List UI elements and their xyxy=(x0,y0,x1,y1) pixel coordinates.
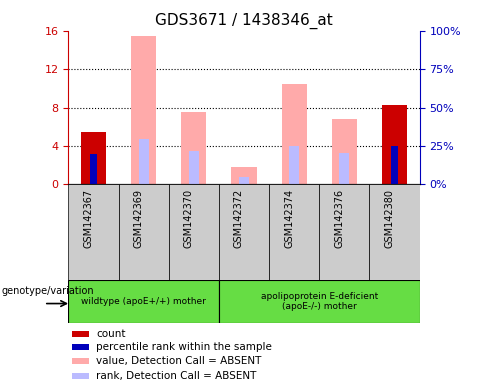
Bar xyxy=(139,139,149,184)
FancyBboxPatch shape xyxy=(269,184,319,280)
Text: GSM142369: GSM142369 xyxy=(134,189,143,248)
FancyBboxPatch shape xyxy=(369,184,420,280)
Bar xyxy=(72,373,89,379)
Text: GSM142380: GSM142380 xyxy=(385,189,395,248)
FancyBboxPatch shape xyxy=(219,184,269,280)
Title: GDS3671 / 1438346_at: GDS3671 / 1438346_at xyxy=(155,13,333,29)
Bar xyxy=(391,146,398,184)
Text: value, Detection Call = ABSENT: value, Detection Call = ABSENT xyxy=(97,356,262,366)
Bar xyxy=(332,119,357,184)
Text: GSM142367: GSM142367 xyxy=(83,189,93,248)
Text: wildtype (apoE+/+) mother: wildtype (apoE+/+) mother xyxy=(81,297,206,306)
Text: count: count xyxy=(97,329,126,339)
Text: genotype/variation: genotype/variation xyxy=(1,286,94,296)
Bar xyxy=(382,104,407,184)
FancyBboxPatch shape xyxy=(68,280,219,323)
Text: percentile rank within the sample: percentile rank within the sample xyxy=(97,342,272,352)
FancyBboxPatch shape xyxy=(68,184,119,280)
Bar xyxy=(72,358,89,364)
Bar xyxy=(339,152,349,184)
Bar xyxy=(239,177,249,184)
FancyBboxPatch shape xyxy=(219,280,420,323)
Bar xyxy=(72,344,89,350)
Bar xyxy=(289,146,299,184)
Bar xyxy=(131,36,156,184)
Bar xyxy=(90,154,97,184)
FancyBboxPatch shape xyxy=(169,184,219,280)
FancyBboxPatch shape xyxy=(319,184,369,280)
Text: GSM142370: GSM142370 xyxy=(184,189,194,248)
Bar xyxy=(72,331,89,337)
FancyBboxPatch shape xyxy=(119,184,169,280)
Bar xyxy=(231,167,257,184)
Text: GSM142372: GSM142372 xyxy=(234,189,244,248)
Text: apolipoprotein E-deficient
(apoE-/-) mother: apolipoprotein E-deficient (apoE-/-) mot… xyxy=(261,292,378,311)
Text: GSM142374: GSM142374 xyxy=(284,189,294,248)
Text: GSM142376: GSM142376 xyxy=(334,189,345,248)
Text: rank, Detection Call = ABSENT: rank, Detection Call = ABSENT xyxy=(97,371,257,381)
Bar xyxy=(189,151,199,184)
Bar xyxy=(181,112,206,184)
Bar xyxy=(81,131,106,184)
Bar xyxy=(282,84,307,184)
